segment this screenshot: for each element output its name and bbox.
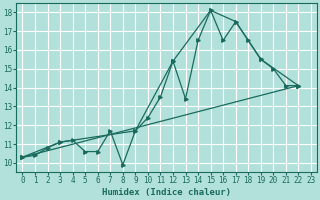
X-axis label: Humidex (Indice chaleur): Humidex (Indice chaleur) bbox=[102, 188, 231, 197]
